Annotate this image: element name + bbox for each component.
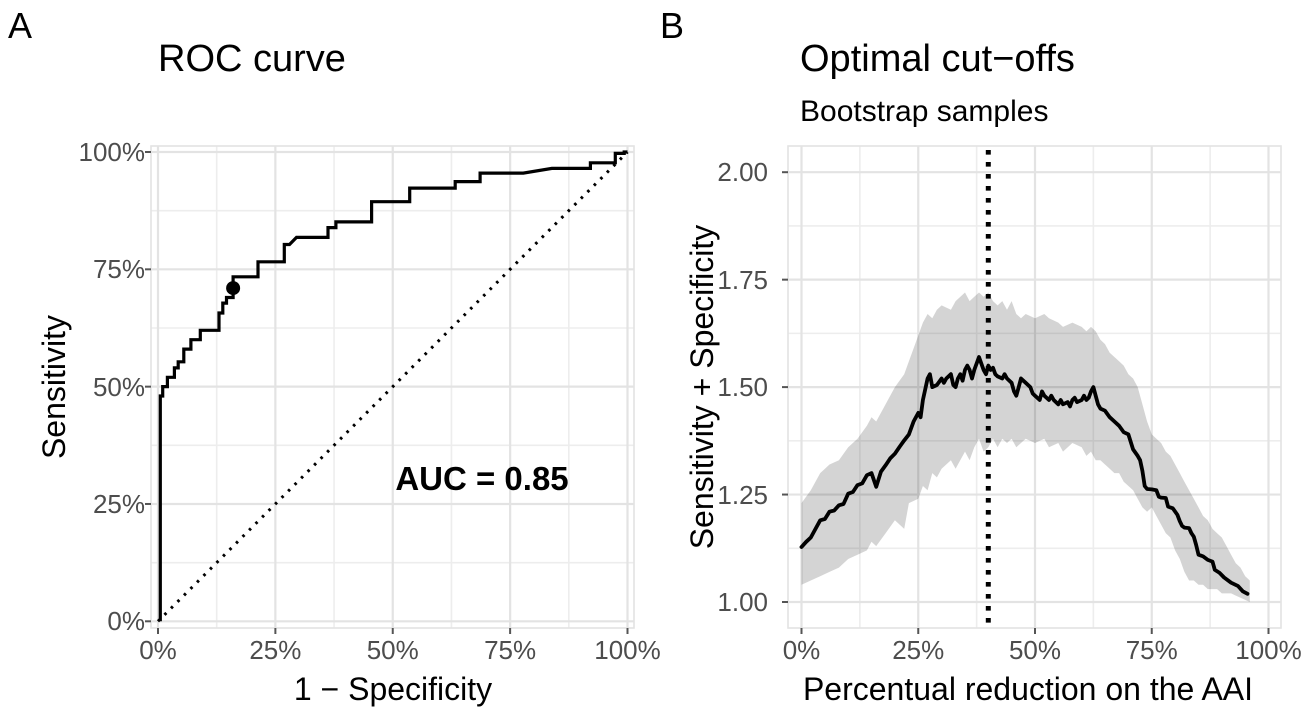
panel-b-y-tick-label: 1.25 (717, 479, 768, 510)
panel-a-x-tick-label: 0% (139, 635, 177, 665)
panel-a-x-axis-title: 1 − Specificity (293, 671, 493, 707)
panel-b-tag: B (660, 5, 685, 46)
panel-a-y-tick-label: 50% (92, 371, 145, 402)
panel-a-x-tick-label: 75% (484, 635, 537, 665)
panel-b-x-tick-label: 75% (1125, 635, 1178, 665)
panel-a-tag: A (8, 5, 33, 46)
panel-b-subtitle: Bootstrap samples (800, 95, 1049, 128)
panel-a-y-tick-label: 25% (92, 488, 145, 519)
panel-b-x-tick-label: 100% (1235, 635, 1302, 665)
panel-a-y-tick-label: 75% (92, 254, 145, 285)
panel-b-y-tick-label: 1.50 (717, 372, 768, 403)
panel-b-y-tick-label: 1.75 (717, 264, 768, 295)
panel-a-x-tick-label: 25% (249, 635, 302, 665)
panel-a-x-tick-label: 100% (594, 635, 661, 665)
panel-a-y-tick-label: 0% (107, 606, 145, 637)
panel-b-x-tick-label: 0% (782, 635, 821, 665)
panel-b-x-tick-label: 25% (892, 635, 945, 665)
panel-a-title: ROC curve (158, 38, 346, 80)
panel-b-x-axis-title: Percentual reduction on the AAI (802, 671, 1254, 707)
panel-b-y-tick-label: 2.00 (717, 157, 768, 188)
panel-b-y-tick-label: 1.00 (717, 587, 768, 617)
panel-b-x-tick-label: 50% (1008, 635, 1062, 665)
auc-annotation: AUC = 0.85 (395, 460, 569, 497)
panel-a-y-tick-label: 100% (78, 137, 146, 167)
panel-a-x-tick-label: 50% (366, 635, 419, 665)
panel-b-title: Optimal cut−offs (800, 38, 1075, 80)
